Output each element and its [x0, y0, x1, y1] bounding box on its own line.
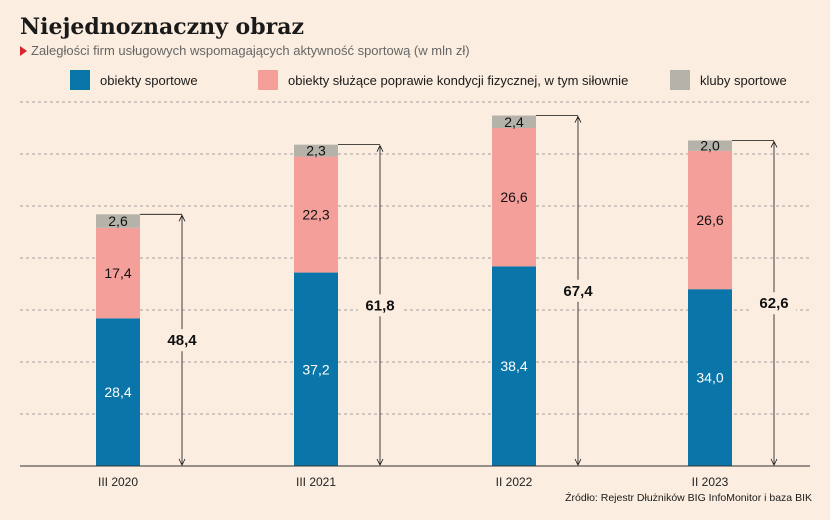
- data-label: 28,4: [104, 384, 131, 400]
- data-label: 34,0: [696, 370, 723, 386]
- x-tick-label: II 2023: [692, 475, 729, 489]
- chart-title: Niejednoznaczny obraz: [20, 14, 304, 40]
- source-note: Źródło: Rejestr Dłużników BIG InfoMonito…: [565, 492, 812, 504]
- triangle-marker-icon: [20, 46, 27, 56]
- bar-segment: [688, 150, 732, 290]
- bar-segment: [294, 156, 338, 273]
- data-label: 17,4: [104, 265, 131, 281]
- bar-segment: [492, 128, 536, 267]
- legend-label-obiekty-sportowe: obiekty sportowe: [100, 72, 198, 88]
- data-label: 2,4: [504, 114, 524, 130]
- x-tick-label: III 2021: [296, 475, 336, 489]
- chart-subtitle: Zaległości firm usługowych wspomagającyc…: [20, 43, 470, 58]
- bar-segment: [96, 318, 140, 466]
- bar-segment: [294, 144, 338, 157]
- x-tick-label: II 2022: [496, 475, 533, 489]
- bar-segment: [96, 227, 140, 319]
- legend-label-kluby: kluby sportowe: [700, 72, 787, 88]
- arrow-up-icon: [178, 214, 186, 222]
- bar-segment: [492, 266, 536, 466]
- arrow-down-icon: [574, 458, 582, 466]
- data-label: 2,0: [700, 138, 720, 154]
- total-label-bg: [556, 279, 600, 302]
- data-label: 37,2: [302, 361, 329, 377]
- data-label: 26,6: [500, 189, 527, 205]
- total-label: 61,8: [365, 297, 394, 314]
- data-label: 26,6: [696, 212, 723, 228]
- total-label-bg: [160, 329, 204, 352]
- legend-swatch-kondycja: [258, 70, 278, 90]
- legend-item-kondycja: obiekty służące poprawie kondycji fizycz…: [258, 70, 628, 90]
- total-label: 48,4: [167, 332, 197, 349]
- legend-label-kondycja: obiekty służące poprawie kondycji fizycz…: [288, 72, 629, 88]
- total-label: 62,6: [759, 295, 788, 312]
- arrow-up-icon: [770, 140, 778, 148]
- arrow-up-icon: [376, 144, 384, 152]
- legend-item-kluby: kluby sportowe: [670, 70, 787, 90]
- total-label: 67,4: [563, 283, 593, 300]
- arrow-up-icon: [574, 115, 582, 123]
- total-label-bg: [752, 292, 796, 315]
- data-label: 38,4: [500, 358, 527, 374]
- bar-segment: [688, 289, 732, 466]
- bar-segment: [96, 214, 140, 228]
- legend-item-obiekty-sportowe: obiekty sportowe: [70, 70, 198, 90]
- subtitle-text: Zaległości firm usługowych wspomagającyc…: [31, 43, 470, 58]
- bar-segment: [294, 272, 338, 466]
- legend-swatch-obiekty-sportowe: [70, 70, 90, 90]
- legend-swatch-kluby: [670, 70, 690, 90]
- arrow-down-icon: [178, 458, 186, 466]
- data-label: 2,3: [306, 143, 326, 159]
- total-label-bg: [358, 294, 402, 317]
- arrow-down-icon: [376, 458, 384, 466]
- data-label: 2,6: [108, 213, 128, 229]
- bar-segment: [492, 115, 536, 128]
- bar-segment: [688, 140, 732, 151]
- data-label: 22,3: [302, 207, 329, 223]
- arrow-down-icon: [770, 458, 778, 466]
- x-tick-label: III 2020: [98, 475, 138, 489]
